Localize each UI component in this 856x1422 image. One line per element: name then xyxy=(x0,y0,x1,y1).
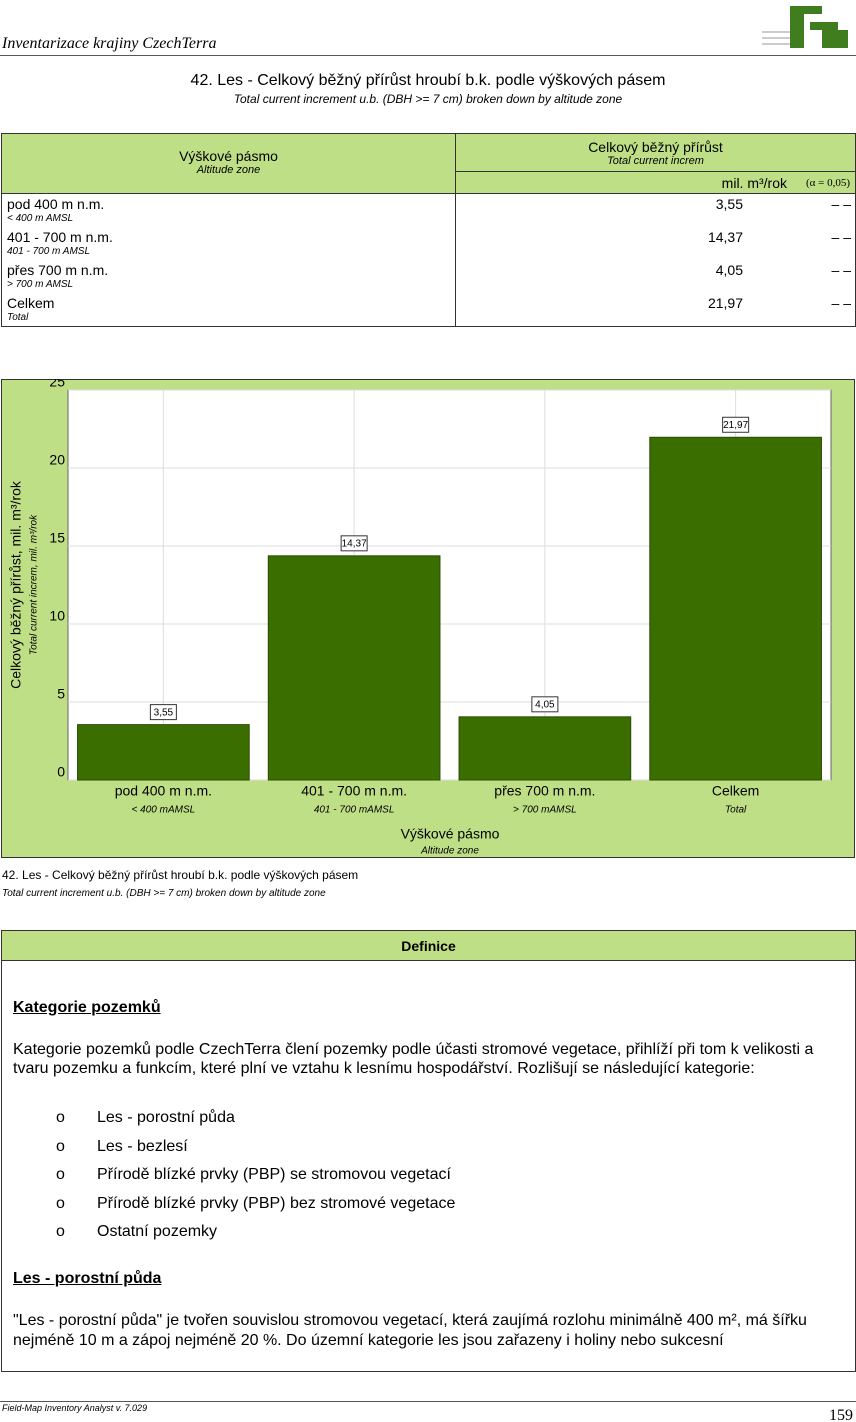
y-tick-label: 5 xyxy=(57,686,65,702)
paragraph: "Les - porostní půda" je tvořen souvislo… xyxy=(13,1312,807,1349)
row-ci: – – xyxy=(831,262,851,278)
table: Výškové pásmo Altitude zone Celkový běžn… xyxy=(1,133,856,327)
col-subtitle: Altitude zone xyxy=(196,164,261,176)
row-label: 401 - 700 m n.m. xyxy=(7,229,113,245)
value-label: 21,97 xyxy=(723,420,748,431)
y-tick-label: 20 xyxy=(49,452,65,468)
bullet: o xyxy=(56,1223,65,1240)
caption-subtitle: Total current increment u.b. (DBH >= 7 c… xyxy=(2,888,326,899)
value-label: 3,55 xyxy=(154,707,174,718)
x-tick-sublabel: 401 - 700 mAMSL xyxy=(314,805,395,816)
x-axis-subtitle: Altitude zone xyxy=(420,846,479,857)
paragraph: Kategorie pozemků podle CzechTerra člení… xyxy=(13,1041,814,1077)
y-tick-label: 0 xyxy=(57,764,65,780)
table-unit-cell: mil. m³/rok (α = 0,05) xyxy=(456,172,855,194)
list-item: Přírodě blízké prvky (PBP) bez stromové … xyxy=(97,1194,456,1212)
y-tick-label: 25 xyxy=(49,379,65,390)
bullet: o xyxy=(56,1137,65,1155)
footer-rule xyxy=(0,1401,856,1402)
y-tick-label: 15 xyxy=(49,530,65,546)
y-axis-subtitle: Total current increm, mil. m³/rok xyxy=(29,514,40,655)
row-label: pod 400 m n.m. xyxy=(7,196,105,212)
heading-subtitle: Total current increment u.b. (DBH >= 7 c… xyxy=(233,92,623,106)
row-value: 21,97 xyxy=(707,295,743,311)
unit: mil. m³/rok xyxy=(721,175,787,191)
row-label: přes 700 m n.m. xyxy=(7,262,109,278)
row-value: 4,05 xyxy=(715,262,743,278)
bullet: o xyxy=(56,1166,65,1183)
row-label: Celkem xyxy=(7,295,55,311)
value-label-box xyxy=(340,535,368,552)
y-axis-title: Celkový běžný přírůst, mil. m³/rok xyxy=(8,480,24,689)
x-tick-label: Celkem xyxy=(712,783,759,799)
col-title: Výškové pásmo xyxy=(179,148,278,164)
x-axis-title: Výškové pásmo xyxy=(401,826,500,842)
row-ci: – – xyxy=(831,229,851,245)
definition-box: Definice Kategorie pozemků Kategorie poz… xyxy=(1,930,856,1372)
value-label-box xyxy=(531,696,559,713)
value-label: 14,37 xyxy=(342,538,367,549)
x-tick-sublabel: Total xyxy=(725,805,747,816)
value-label-box xyxy=(722,416,750,433)
y-tick-label: 10 xyxy=(49,608,65,624)
x-tick-sublabel: < 400 mAMSL xyxy=(132,805,196,816)
list-item: Ostatní pozemky xyxy=(97,1223,218,1240)
value-label-box xyxy=(149,704,177,721)
row-value: 14,37 xyxy=(707,229,743,245)
section-heading: Les - porostní půda xyxy=(13,1270,162,1287)
table-header-cell: Výškové pásmo Altitude zone xyxy=(2,134,456,194)
definition-title: Definice xyxy=(401,938,456,954)
bar xyxy=(458,716,632,781)
caption-title: 42. Les - Celkový běžný přírůst hroubí b… xyxy=(2,868,359,882)
x-tick-label: 401 - 700 m n.m. xyxy=(301,783,407,799)
bullet: o xyxy=(56,1109,65,1126)
heading-title: 42. Les - Celkový běžný přírůst hroubí b… xyxy=(190,72,666,89)
col-divider xyxy=(455,193,456,326)
row-value: 3,55 xyxy=(715,196,743,212)
x-tick-label: pod 400 m n.m. xyxy=(115,783,212,799)
list-item: Les - porostní půda xyxy=(97,1109,235,1126)
definition-header: Definice xyxy=(2,931,855,961)
row-sublabel: < 400 m AMSL xyxy=(7,213,74,224)
bar xyxy=(649,436,822,781)
x-tick-label: přes 700 m n.m. xyxy=(494,783,595,799)
logo xyxy=(762,6,848,48)
col-subtitle: Total current increm xyxy=(607,155,704,167)
bullet: o xyxy=(56,1194,65,1212)
page-number: 159 xyxy=(829,1407,853,1422)
section-heading: Kategorie pozemků xyxy=(13,999,161,1016)
bar xyxy=(77,724,250,781)
header-title: Inventarizace krajiny CzechTerra xyxy=(2,35,217,52)
alpha: (α = 0,05) xyxy=(805,177,850,189)
bar xyxy=(267,555,441,781)
chart: 0 5 10 15 20 25 pod 400 m n.m. < 400 mAMSL 3,55 4… xyxy=(1,379,855,858)
value-label: 4,05 xyxy=(535,699,555,710)
header-rule xyxy=(0,55,856,56)
table-header-cell: Celkový běžný přírůst Total current incr… xyxy=(456,134,855,172)
row-ci: – – xyxy=(831,295,851,311)
x-tick-sublabel: > 700 mAMSL xyxy=(513,805,577,816)
list-item: Přírodě blízké prvky (PBP) se stromovou … xyxy=(97,1166,451,1183)
footer-left: Field-Map Inventory Analyst v. 7.029 xyxy=(2,1403,148,1413)
row-sublabel: Total xyxy=(7,312,29,323)
row-sublabel: 401 - 700 m AMSL xyxy=(7,246,91,257)
list-item: Les - bezlesí xyxy=(97,1137,188,1155)
row-ci: – – xyxy=(831,196,851,212)
row-sublabel: > 700 m AMSL xyxy=(7,279,74,290)
col-title: Celkový běžný přírůst xyxy=(588,139,723,155)
